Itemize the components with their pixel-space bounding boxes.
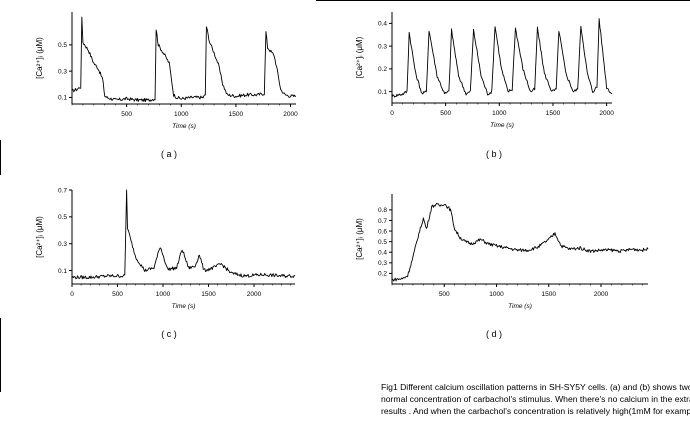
y-tick-label: 0.4 xyxy=(378,250,387,257)
calcium-trace-d xyxy=(391,202,649,282)
x-tick-label: 1500 xyxy=(229,111,244,118)
panel-label-a: ( a ) xyxy=(161,149,177,159)
x-tick-label: 1000 xyxy=(492,110,507,117)
y-tick-label: 0.5 xyxy=(58,214,67,221)
y-tick-label: 0.1 xyxy=(58,268,67,275)
figure-caption: Fig1 Different calcium oscillation patte… xyxy=(381,381,690,417)
x-tick-label: 1000 xyxy=(489,291,504,298)
calcium-trace-b xyxy=(391,18,613,98)
calcium-trace-a xyxy=(71,16,297,103)
y-tick-label: 0.3 xyxy=(378,43,387,50)
x-tick-label: 0 xyxy=(70,291,74,298)
x-tick-label: 2000 xyxy=(283,111,298,118)
x-tick-label: 1500 xyxy=(201,291,216,298)
x-tick-label: 500 xyxy=(112,291,123,298)
x-tick-label: 2000 xyxy=(594,291,609,298)
chart-panel-a: 500 1000 1500 2000 0.1 0.3 0.5 Time (s) [Ca²⁺]ᵢ … xyxy=(35,12,298,159)
chart-panel-c: 0 500 1000 1500 2000 0.1 0.3 0.5 0.7 Time (s) [Ca²… xyxy=(35,187,296,339)
y-axis-label: [Ca²⁺]ᵢ (μM) xyxy=(355,36,364,78)
panel-label-b: ( b ) xyxy=(486,149,502,159)
y-tick-label: 0.1 xyxy=(58,95,67,102)
y-axis-label: [Ca²⁺]ᵢ (μM) xyxy=(35,216,44,258)
x-tick-label: 500 xyxy=(121,111,132,118)
y-tick-label: 0.8 xyxy=(378,207,387,214)
chart-panel-b: 0 500 1000 1500 2000 0.1 0.2 0.3 0.4 Time (s) [Ca²… xyxy=(355,12,614,159)
y-tick-label: 0.3 xyxy=(58,68,67,75)
x-tick-label: 500 xyxy=(440,110,451,117)
y-tick-label: 0.5 xyxy=(58,42,67,49)
y-tick-label: 0.6 xyxy=(378,228,387,235)
x-tick-label: 2000 xyxy=(599,110,614,117)
y-tick-label: 0.7 xyxy=(378,218,387,225)
x-axis-label: Time (s) xyxy=(172,123,196,130)
x-axis-label: Time (s) xyxy=(172,303,196,310)
x-tick-label: 500 xyxy=(439,291,450,298)
y-axis-label: [Ca²⁺]ᵢ (μM) xyxy=(35,37,44,79)
caption-line-2: normal concentration of carbachol's stim… xyxy=(381,394,690,404)
x-tick-label: 0 xyxy=(390,110,394,117)
caption-line-1: Fig1 Different calcium oscillation patte… xyxy=(381,382,690,392)
x-axis-label: Time (s) xyxy=(508,303,532,310)
x-axis-label: Time (s) xyxy=(490,122,514,129)
y-tick-label: 0.4 xyxy=(378,21,387,28)
y-tick-label: 0.3 xyxy=(378,260,387,267)
chart-panels: 500 1000 1500 2000 0.1 0.3 0.5 Time (s) [Ca²⁺]ᵢ … xyxy=(35,12,649,339)
y-tick-label: 0.5 xyxy=(378,239,387,246)
chart-panel-d: 500 1000 1500 2000 0.2 0.3 0.4 0.5 0.6 0.7 0.8 Time… xyxy=(355,194,649,339)
y-axis-label: [Ca²⁺]ᵢ (μM) xyxy=(355,218,364,260)
y-tick-label: 0.2 xyxy=(378,271,387,278)
y-tick-label: 0.3 xyxy=(58,241,67,248)
panel-label-c: ( c ) xyxy=(161,329,177,339)
x-tick-label: 1500 xyxy=(542,291,557,298)
x-tick-label: 1000 xyxy=(174,111,189,118)
x-tick-label: 1000 xyxy=(156,291,171,298)
calcium-trace-c xyxy=(71,189,296,280)
x-tick-label: 1500 xyxy=(546,110,561,117)
caption-line-3: results . And when the carbachol's conce… xyxy=(381,406,690,416)
y-tick-label: 0.1 xyxy=(378,89,387,96)
panel-label-d: ( d ) xyxy=(486,329,502,339)
x-tick-label: 2000 xyxy=(247,291,262,298)
y-tick-label: 0.7 xyxy=(58,187,67,194)
y-tick-label: 0.2 xyxy=(378,66,387,73)
